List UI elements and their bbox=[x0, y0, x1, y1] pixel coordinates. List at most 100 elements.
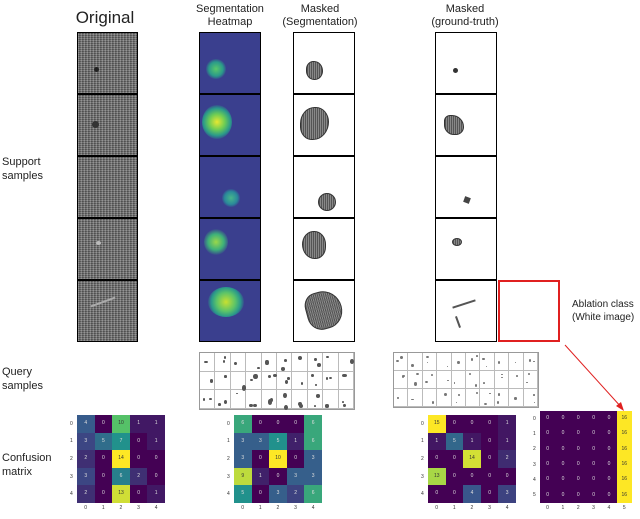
original-image-2 bbox=[77, 94, 138, 156]
confusion-cell: 0 bbox=[498, 467, 516, 486]
confusion-cell: 0 bbox=[463, 415, 481, 433]
defect-spot bbox=[96, 241, 101, 245]
confusion-cell: 3 bbox=[234, 450, 252, 468]
confusion-col-tick: 0 bbox=[435, 505, 439, 511]
query-defect bbox=[218, 403, 221, 407]
confusion-col-tick: 4 bbox=[311, 505, 315, 511]
query-defect bbox=[280, 367, 285, 371]
query-defect bbox=[311, 374, 315, 378]
confusion-cell: 13 bbox=[428, 467, 446, 486]
query-defect bbox=[209, 379, 214, 383]
query-defect bbox=[411, 363, 414, 368]
confusion-cell: 1 bbox=[147, 415, 165, 433]
confusion-cell: 3 bbox=[234, 432, 252, 451]
query-defect bbox=[284, 359, 288, 362]
confusion-cell: 0 bbox=[480, 450, 499, 468]
header-original: Original bbox=[75, 8, 135, 27]
query-cell bbox=[307, 371, 324, 391]
masked-gt-image-5 bbox=[435, 280, 497, 342]
confusion-cell: 6 bbox=[112, 467, 130, 486]
query-cell bbox=[480, 371, 495, 389]
query-cell bbox=[408, 353, 423, 371]
query-defect bbox=[267, 374, 271, 379]
confusion-cell: 2 bbox=[129, 467, 148, 486]
confusion-cell: 0 bbox=[540, 472, 556, 488]
confusion-row-tick: 0 bbox=[227, 420, 230, 427]
defect-spot bbox=[94, 67, 99, 72]
query-defect bbox=[514, 397, 517, 400]
confusion-cell: 4 bbox=[77, 415, 95, 433]
query-cell bbox=[494, 371, 510, 389]
confusion-row-tick: 2 bbox=[421, 456, 424, 462]
query-defect bbox=[314, 357, 317, 362]
confusion-row-tick: 0 bbox=[421, 420, 424, 427]
confusion-cell: 0 bbox=[480, 432, 499, 451]
heat-hotspot bbox=[204, 229, 228, 255]
query-cell bbox=[509, 371, 524, 389]
confusion-cell: 0 bbox=[480, 415, 499, 433]
query-cell bbox=[509, 353, 524, 371]
query-cell bbox=[323, 371, 339, 391]
confusion-cell: 0 bbox=[570, 441, 586, 457]
query-cell bbox=[292, 353, 308, 372]
heat-hotspot bbox=[222, 189, 240, 207]
query-defect bbox=[532, 360, 535, 363]
confusion-matrix-4: 0 0 0 0 0 16 0 0 0 0 0 16 0 0 0 0 0 16 0 0 0 0 0 16 0 0 0 0 0 16 0 0 0 0 0… bbox=[532, 411, 632, 511]
query-defect bbox=[427, 362, 429, 364]
confusion-col-tick: 0 bbox=[241, 505, 245, 511]
query-cell bbox=[422, 389, 438, 407]
query-cell bbox=[523, 353, 538, 371]
query-defect bbox=[532, 394, 535, 396]
defect-spot bbox=[92, 121, 99, 128]
confusion-matrix-1: 4 0 10 1 1 3 5 7 0 1 2 0 14 0 0 3 0 6 2 0 2 0 13 0 1 0 0 1 1 2 2 3 3 4 4 bbox=[69, 415, 165, 511]
query-defect bbox=[342, 373, 347, 378]
confusion-cell: 0 bbox=[601, 472, 617, 488]
query-cell bbox=[215, 390, 231, 409]
label-confusion-matrix: Confusion matrix bbox=[2, 452, 52, 478]
query-defect bbox=[458, 393, 461, 397]
query-defect bbox=[287, 377, 290, 380]
confusion-col-tick: 0 bbox=[84, 505, 88, 511]
confusion-cell: 0 bbox=[540, 457, 556, 473]
confusion-cell: 0 bbox=[147, 450, 165, 468]
query-defect bbox=[342, 400, 345, 403]
confusion-row-tick: 4 bbox=[533, 477, 536, 483]
query-defect bbox=[297, 356, 302, 360]
confusion-col-tick: 2 bbox=[576, 505, 580, 511]
confusion-cell: 0 bbox=[428, 450, 446, 468]
masked-seg-image-4 bbox=[293, 218, 355, 280]
original-image-5 bbox=[77, 280, 138, 342]
masked-gt-image-4 bbox=[435, 218, 497, 280]
confusion-cell: 0 bbox=[555, 487, 571, 503]
query-cell bbox=[451, 389, 466, 407]
query-defect bbox=[400, 356, 403, 360]
confusion-row-tick: 0 bbox=[70, 420, 73, 427]
confusion-cell: 0 bbox=[94, 415, 113, 433]
query-defect bbox=[265, 360, 269, 365]
confusion-cell: 16 bbox=[616, 426, 632, 442]
query-defect bbox=[396, 359, 400, 363]
confusion-row-tick: 2 bbox=[70, 456, 73, 462]
query-cell bbox=[307, 353, 324, 372]
confusion-cell: 3 bbox=[269, 485, 287, 503]
query-cell bbox=[437, 353, 452, 371]
query-defect bbox=[501, 373, 503, 376]
header-masked-seg: Masked (Segmentation) bbox=[282, 3, 358, 28]
confusion-cell: 0 bbox=[586, 426, 602, 442]
confusion-cell: 1 bbox=[286, 432, 305, 451]
query-defect bbox=[249, 403, 253, 408]
query-defect bbox=[325, 377, 329, 380]
confusion-col-tick: 0 bbox=[546, 505, 549, 511]
query-defect bbox=[528, 359, 531, 362]
confusion-matrix-2: 6 0 0 0 6 3 3 5 1 6 3 0 10 0 3 9 1 0 3 3 5 0 3 2 6 0 0 1 1 2 2 3 3 4 4 bbox=[226, 415, 322, 511]
confusion-col-tick: 2 bbox=[119, 505, 123, 511]
confusion-row-tick: 3 bbox=[421, 473, 424, 480]
query-defect bbox=[471, 358, 474, 361]
heatmap-image-5 bbox=[199, 280, 261, 342]
query-defect bbox=[284, 379, 288, 384]
query-defect bbox=[250, 378, 254, 382]
query-cell bbox=[422, 371, 438, 389]
label-query-samples: Query samples bbox=[2, 366, 43, 392]
confusion-col-tick: 1 bbox=[561, 505, 565, 511]
